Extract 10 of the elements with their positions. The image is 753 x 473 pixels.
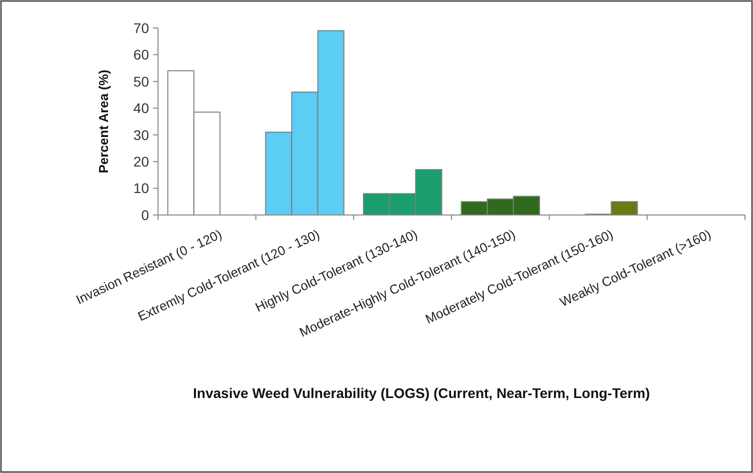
- y-tick-label: 10: [133, 180, 150, 196]
- y-tick-label: 50: [133, 73, 150, 90]
- y-tick-label: 70: [133, 20, 150, 36]
- y-tick-label: 40: [133, 100, 150, 116]
- y-tick-label: 0: [141, 206, 150, 223]
- y-tick-label: 20: [133, 153, 150, 170]
- y-axis-title: Percent Area (%): [96, 70, 111, 174]
- y-tick-label: 30: [133, 126, 150, 143]
- x-axis-title: Invasive Weed Vulnerability (LOGS) (Current, Near-Term, Long-Term): [193, 385, 650, 401]
- y-tick-label: 60: [133, 46, 150, 63]
